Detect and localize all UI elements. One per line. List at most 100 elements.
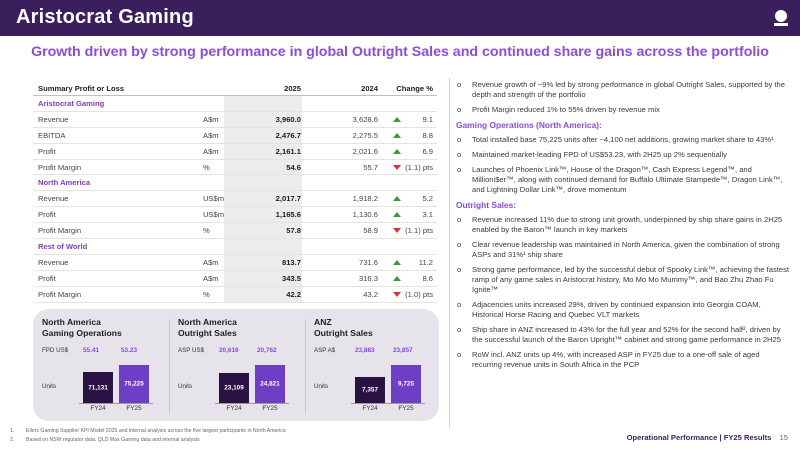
segment-kpi-label: ASP A$ <box>314 347 336 354</box>
kpi-segment: North America Gaming Operations FPD US$ 55.… <box>33 309 169 421</box>
arrow-down-icon <box>393 223 402 239</box>
value-2024: 1,130.6 <box>352 210 378 220</box>
unit-label: % <box>203 226 210 236</box>
bullet-item: Launches of Phoenix Link™, House of the … <box>456 165 791 195</box>
bullet-item: Ship share in ANZ increased to 43% for t… <box>456 325 791 345</box>
bullet-item: Maintained market-leading FPD of US$53.2… <box>456 150 791 160</box>
bar-fy24: 23,109 <box>219 372 249 403</box>
segment-kpi-fy24: 20,616 <box>219 347 239 354</box>
bullet-item: RoW incl. ANZ units up 4%, with increase… <box>456 350 791 370</box>
table-section-row: North America <box>33 175 437 192</box>
value-2025: 42.2 <box>286 289 301 299</box>
unit-label: US$m <box>203 194 225 204</box>
metric-label: Profit <box>38 146 56 156</box>
unit-label: % <box>203 162 210 172</box>
bullet-item: Total installed base 75,225 units after … <box>456 135 791 145</box>
value-2024: 55.7 <box>363 162 378 172</box>
table-row: Profit A$m 343.5 316.3 8.6 <box>33 271 437 287</box>
change-value: 5.2 <box>422 194 433 204</box>
unit-label: US$m <box>203 210 225 220</box>
value-2024: 731.6 <box>358 257 378 267</box>
bar-label-fy24: FY24 <box>90 405 106 412</box>
value-2024: 58.9 <box>363 226 378 236</box>
section-label: Rest of World <box>38 242 88 252</box>
unit-label: A$m <box>203 114 219 124</box>
value-2025: 54.6 <box>286 162 301 172</box>
gaming-ops-heading: Gaming Operations (North America): <box>456 120 602 130</box>
header-2025: 2025 <box>284 84 301 93</box>
value-2025: 813.7 <box>281 257 301 267</box>
bar-fy25: 9,725 <box>391 365 421 403</box>
metric-label: Revenue <box>38 257 69 267</box>
chart-baseline <box>215 403 289 404</box>
unit-label: A$m <box>203 130 219 140</box>
bullet-item: Clear revenue leadership was maintained … <box>456 240 791 260</box>
chart-baseline <box>351 403 425 404</box>
units-label: Units <box>178 383 193 390</box>
value-2025: 2,476.7 <box>275 130 301 140</box>
table-row: Profit US$m 1,165.6 1,130.6 3.1 <box>33 207 437 224</box>
value-2024: 43.2 <box>363 289 378 299</box>
chart-baseline <box>79 403 153 404</box>
bullet-item: Profit Margin reduced 1% to 55% driven b… <box>456 105 791 115</box>
slide-footer: Operational Performance | FY25 Results 1… <box>627 433 788 442</box>
column-divider <box>449 78 450 427</box>
bar-label-fy25: FY25 <box>126 405 142 412</box>
bar-fy24: 7,357 <box>355 377 385 403</box>
segment-title: ANZ Outright Sales <box>314 317 373 338</box>
metric-label: Revenue <box>38 194 69 204</box>
slide-subtitle: Growth driven by strong performance in g… <box>31 44 769 60</box>
arrow-up-icon <box>393 271 402 287</box>
segment-separator <box>169 319 170 413</box>
footnote-1: 1. Eilers Gaming Supplier KPI Model 2025 … <box>10 428 286 434</box>
segment-kpi-label: ASP US$ <box>178 347 205 354</box>
arrow-up-icon <box>393 144 402 160</box>
change-value: (1.1) pts <box>405 162 433 172</box>
arrow-down-icon <box>393 287 402 303</box>
table-row: Revenue A$m 3,960.0 3,628.6 9.1 <box>33 112 437 128</box>
table-header: Summary Profit or Loss 2025 2024 Change … <box>33 82 437 96</box>
footer-separator: | <box>719 433 722 442</box>
arrow-up-icon <box>393 255 402 271</box>
change-value: 6.9 <box>422 146 433 156</box>
value-2025: 2,017.7 <box>275 194 301 204</box>
change-value: (1.1) pts <box>405 226 433 236</box>
value-2025: 3,960.0 <box>275 114 301 124</box>
section-label: North America <box>38 178 91 188</box>
arrow-up-icon <box>393 191 402 207</box>
bar-label-fy25: FY25 <box>398 405 414 412</box>
segment-kpi-fy25: 20,762 <box>257 347 277 354</box>
table-body: Aristocrat Gaming Revenue A$m 3,960.0 3,628.… <box>33 96 437 303</box>
value-2024: 316.3 <box>358 273 378 283</box>
metric-label: Profit <box>38 273 56 283</box>
change-value: 3.1 <box>422 210 433 220</box>
unit-label: A$m <box>203 257 219 267</box>
metric-label: Profit <box>38 210 56 220</box>
bar-fy25: 24,821 <box>255 365 285 403</box>
value-2024: 2,021.6 <box>352 146 378 156</box>
footnote-2: 2. Based on NSW regulator data, QLD Max G… <box>10 437 200 443</box>
segment-kpi-fy24: 55.41 <box>83 347 99 354</box>
aristocrat-logo-icon <box>774 10 788 26</box>
segment-kpi-fy25: 53.23 <box>121 347 137 354</box>
table-section-row: Aristocrat Gaming <box>33 96 437 112</box>
change-value: (1.0) pts <box>405 289 433 299</box>
page-number: 15 <box>779 433 788 442</box>
value-2024: 1,918.2 <box>352 194 378 204</box>
table-row: Profit Margin% 57.8 58.9 (1.1) pts <box>33 223 437 240</box>
change-value: 8.8 <box>422 130 433 140</box>
metric-label: EBITDA <box>38 130 66 140</box>
bar-label-fy25: FY25 <box>262 405 278 412</box>
table-row: Revenue US$m 2,017.7 1,918.2 5.2 <box>33 191 437 208</box>
metric-label: Revenue <box>38 114 69 124</box>
header-bar: Aristocrat Gaming <box>0 0 800 36</box>
arrow-down-icon <box>393 160 402 176</box>
segment-kpi-label: FPD US$ <box>42 347 69 354</box>
page-title: Aristocrat Gaming <box>16 6 194 28</box>
bullet-item: Revenue growth of ~9% led by strong perf… <box>456 80 791 100</box>
units-label: Units <box>314 383 329 390</box>
header-change: Change % <box>396 84 433 93</box>
kpi-panel: North America Gaming Operations FPD US$ 55.… <box>33 309 439 421</box>
kpi-segment: North America Outright Sales ASP US$ 20,616… <box>169 309 305 421</box>
arrow-up-icon <box>393 207 402 223</box>
